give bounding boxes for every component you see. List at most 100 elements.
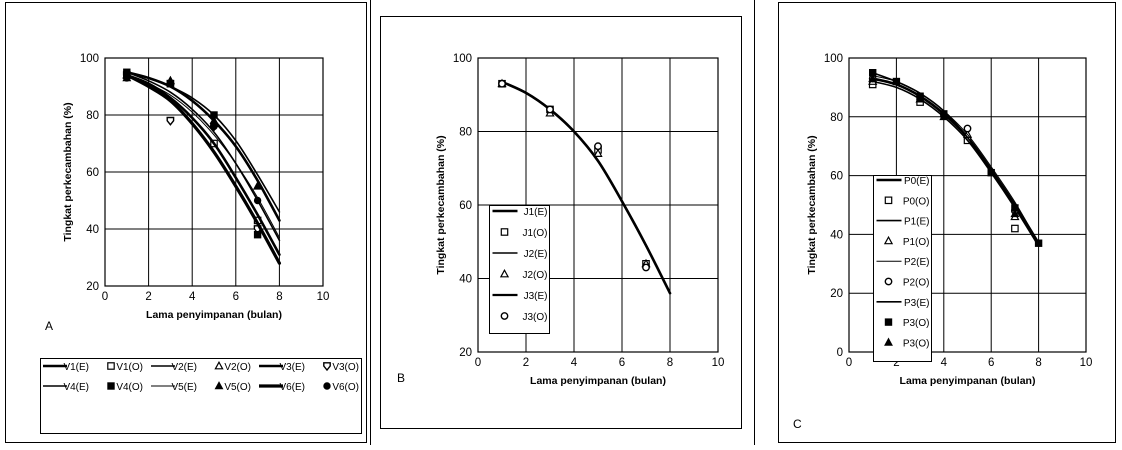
legend-entry-v6-o-label: V6(O): [332, 382, 359, 393]
y-tick-label: 60: [830, 171, 843, 183]
series-p3-o-point: [939, 111, 949, 121]
panel-b-frame: [380, 16, 742, 429]
series-v5-e-line: [126, 74, 280, 239]
legend-entry-j3-o-label: J3(O): [523, 312, 548, 323]
legend-entry-v4-o-swatch: [107, 382, 115, 390]
y-tick-label: 60: [86, 167, 99, 179]
legend-entry-p3-o-swatch: [884, 337, 893, 346]
x-axis-title: Lama penyimpanan (bulan): [900, 375, 1036, 387]
y-tick-label: 20: [86, 281, 99, 293]
series-v6-o-point: [123, 74, 131, 82]
series-v6-o-point: [166, 79, 175, 88]
series-p3-o-point: [987, 168, 995, 177]
x-tick-label: 6: [988, 357, 994, 369]
y-tick-label: 60: [459, 200, 472, 212]
legend-entry-v4-e-label: V4(E): [63, 382, 89, 393]
series-j2-o-point: [593, 148, 603, 157]
y-tick-label: 40: [830, 229, 843, 241]
series-v6-o-point: [253, 196, 262, 205]
series-group: [122, 68, 281, 265]
series-j3-o-point: [594, 142, 602, 151]
x-tick-label: 6: [233, 291, 239, 303]
plot-area-border: [848, 57, 1087, 353]
y-tick-label: 20: [459, 347, 472, 359]
legend: P0(E) P0(O) P1(E) P1(O) P2(E) P2(O) P3(E) P3(O)…: [873, 175, 932, 362]
y-tick-label: 0: [837, 347, 843, 359]
legend-entry-p1-o-swatch: [883, 235, 894, 245]
legend-box: [40, 358, 362, 434]
series-v6-o-point: [210, 122, 218, 131]
x-tick-label: 2: [145, 291, 151, 303]
legend-entry-j2-e-label: J2(E): [524, 249, 548, 260]
legend-entry-j1-e-label: J1(E): [524, 207, 548, 218]
legend-entry-p2-o-swatch: [884, 277, 893, 286]
series-p3-o-point: [892, 77, 901, 86]
x-tick-label: 4: [571, 357, 578, 369]
x-tick-label: 4: [941, 357, 948, 369]
x-tick-label: 10: [317, 291, 330, 303]
series-v3-o-point: [166, 116, 175, 126]
legend-entry-v2-o-label: V2(O): [224, 362, 251, 373]
y-axis-title: Tingkat perkecambahan (%): [806, 135, 818, 274]
legend-entry-v3-o-label: V3(O): [332, 362, 359, 373]
legend-box: [873, 175, 932, 362]
legend-entry-v1-o-label: V1(O): [116, 362, 143, 373]
x-axis-title: Lama penyimpanan (bulan): [146, 309, 282, 321]
series-p3-o-point: [1034, 239, 1043, 247]
legend-entry-v3-e-label: V3(E): [279, 362, 305, 373]
legend-entry-v1-o-swatch: [107, 362, 115, 370]
y-tick-label: 100: [453, 53, 472, 65]
legend-entry-v2-e-label: V2(E): [171, 362, 197, 373]
y-tick-label: 100: [824, 53, 843, 65]
y-tick-label: 20: [830, 288, 843, 300]
x-tick-label: 8: [276, 291, 282, 303]
legend-box: [489, 205, 550, 334]
legend-entry-v6-e-label: V6(E): [279, 382, 305, 393]
legend-entry-v5-o-swatch: [214, 381, 224, 390]
legend-entry-p2-o-label: P2(O): [903, 278, 930, 289]
panel-label: A: [45, 319, 53, 333]
panel-a-frame: [5, 2, 367, 443]
legend-entry-p3-o-swatch: [884, 318, 893, 326]
legend-entry-p0-o-label: P0(O): [903, 196, 930, 207]
series-p3-o-point: [868, 73, 878, 82]
legend-entry-v6-o-swatch: [323, 382, 331, 390]
x-tick-label: 0: [102, 291, 108, 303]
chart-a: 0 2 4 6 8 10 20 40 60 80 100 Lama penyimpanan (bula…: [40, 53, 362, 434]
chart-b: 0 2 4 6 8 10 20 40 60 80 100 Lama penyimpanan (bula…: [397, 53, 724, 387]
x-tick-label: 8: [667, 357, 673, 369]
legend-entry-p1-o-label: P1(O): [903, 237, 930, 248]
y-axis-title: Tingkat perkecambahan (%): [435, 135, 447, 274]
x-tick-label: 4: [189, 291, 196, 303]
legend-entry-j3-e-label: J3(E): [524, 291, 548, 302]
y-tick-label: 80: [86, 110, 99, 122]
series-v2-e-line: [126, 71, 281, 213]
legend-entry-j2-o-swatch: [499, 268, 510, 278]
x-tick-label: 10: [712, 357, 725, 369]
series-p0-o-point: [1011, 224, 1019, 233]
legend-entry-v5-e-label: V5(E): [171, 382, 197, 393]
plot-area-border: [477, 57, 719, 353]
x-axis-title: Lama penyimpanan (bulan): [530, 375, 666, 387]
panel-c-frame: [778, 2, 1116, 443]
legend-entry-v4-o-label: V4(O): [116, 382, 143, 393]
y-tick-label: 100: [80, 53, 99, 65]
series-p2-o-point: [963, 124, 972, 133]
x-tick-label: 0: [475, 357, 481, 369]
panel-label: B: [397, 371, 405, 385]
legend-entry-p2-e-label: P2(E): [904, 257, 930, 268]
x-tick-label: 2: [893, 357, 899, 369]
legend-entry-v5-o-label: V5(O): [224, 382, 251, 393]
plot-area-border: [104, 57, 324, 287]
x-tick-label: 6: [619, 357, 625, 369]
y-axis-title: Tingkat perkecambahan (%): [62, 102, 74, 241]
legend-entry-p3-o-label: P3(O): [903, 338, 930, 349]
y-tick-label: 40: [459, 274, 472, 286]
series-j3-o-point: [642, 263, 650, 272]
y-tick-label: 40: [86, 224, 99, 236]
panel-label: C: [793, 417, 802, 431]
legend-entry-v1-e-label: V1(E): [63, 362, 89, 373]
